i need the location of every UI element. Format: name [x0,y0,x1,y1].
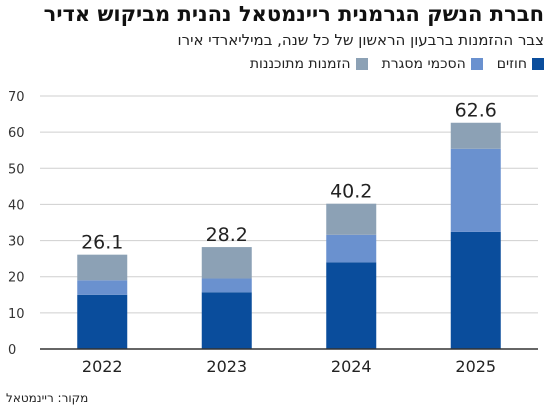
legend-swatch-contracts [532,58,544,70]
legend-item-framework: הסכמי מסגרת [382,56,483,72]
y-tick-label: 10 [8,307,25,322]
legend-item-planned: הזמנות מתוכננות [250,56,368,72]
legend-label-planned: הזמנות מתוכננות [249,56,351,72]
y-tick-label: 60 [8,126,25,141]
bar-segment-framework [201,278,252,293]
x-tick-label: 2024 [331,357,372,376]
bar-segment-planned [77,254,128,281]
bar-segment-contracts [326,262,377,349]
y-tick-label: 0 [8,343,16,358]
legend-label-contracts: חוזים [496,56,527,72]
y-tick-label: 30 [8,235,25,250]
bar-segment-framework [326,234,377,263]
chart-title: חברת הנשק הגרמנית ריינמטאל נהנית מביקוש … [43,2,544,26]
bar-segment-framework [450,148,501,232]
legend-swatch-framework [470,58,483,70]
total-label: 28.2 [206,224,248,246]
bar-segment-contracts [450,231,501,349]
legend-label-framework: הסכמי מסגרת [381,56,466,72]
y-tick-label: 70 [8,90,25,105]
x-axis-ticks: 2022 2023 2024 2025 [82,357,496,376]
bar-segment-contracts [201,292,252,349]
chart-subtitle: צבר ההזמנות ברבעון הראשון של כל שנה, במי… [177,31,544,49]
bar-segment-planned [450,122,501,149]
y-axis-ticks: 0 10 20 30 40 50 60 70 [8,90,25,358]
bars [77,122,501,349]
bar-segment-contracts [77,294,128,349]
bar-segment-planned [201,247,252,279]
total-label: 62.6 [455,100,497,122]
y-tick-label: 50 [8,162,25,177]
bar-segment-framework [77,280,128,295]
legend: חוזים הסכמי מסגרת הזמנות מתוכננות [250,56,544,72]
legend-item-contracts: חוזים [497,56,544,72]
x-tick-label: 2025 [455,357,496,376]
y-tick-label: 40 [8,198,25,213]
total-labels: 26.1 28.2 40.2 62.6 [81,100,497,254]
source-note: מקור: ריינמטאל [6,391,89,405]
legend-swatch-planned [355,58,368,70]
total-label: 26.1 [81,232,123,254]
total-label: 40.2 [330,181,372,203]
bar-segment-planned [326,203,377,235]
x-tick-label: 2022 [82,357,123,376]
x-tick-label: 2023 [206,357,247,376]
y-tick-label: 20 [8,271,25,286]
